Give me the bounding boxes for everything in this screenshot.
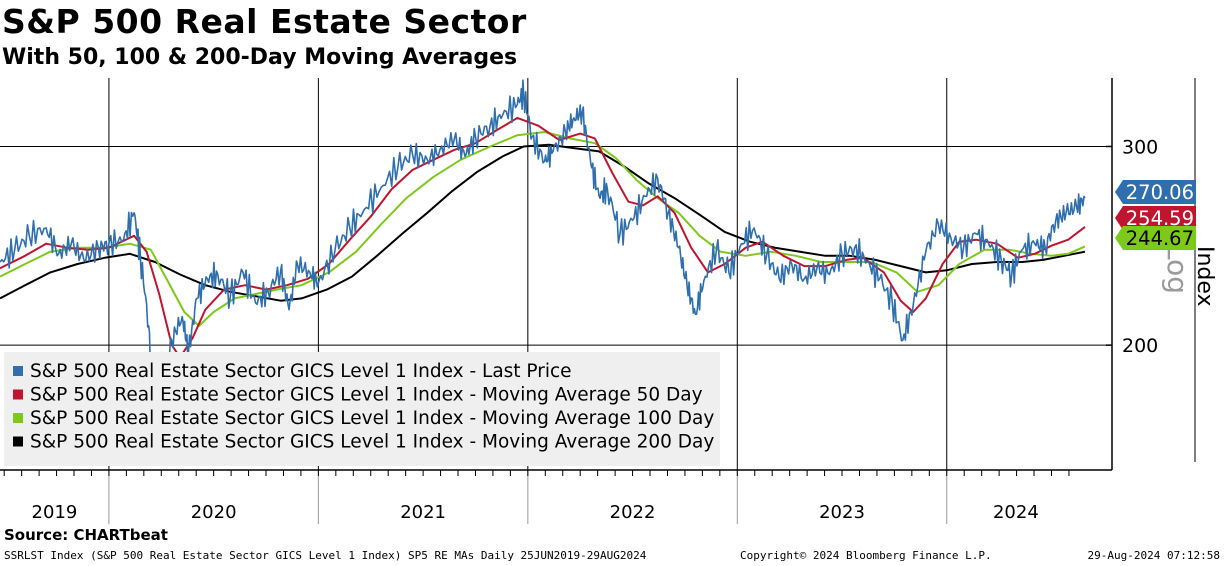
x-tick-label: 2022 xyxy=(610,502,656,523)
y-axis-label: Index xyxy=(1192,246,1217,307)
last-value-tag-last xyxy=(1115,180,1196,204)
last-value-text-ma50: 254.59 xyxy=(1126,207,1194,230)
legend: S&P 500 Real Estate Sector GICS Level 1 … xyxy=(4,352,720,466)
copyright-text: Copyright© 2024 Bloomberg Finance L.P. xyxy=(740,549,992,562)
chart-title: S&P 500 Real Estate Sector xyxy=(2,2,527,41)
legend-label-ma200: S&P 500 Real Estate Sector GICS Level 1 … xyxy=(30,432,714,453)
last-value-text-ma100: 244.67 xyxy=(1126,227,1194,250)
x-tick-label: 2019 xyxy=(32,502,78,523)
timestamp: 29-Aug-2024 07:12:58 xyxy=(1087,549,1220,562)
y-tick-label: 200 xyxy=(1122,335,1158,357)
x-tick-label: 2024 xyxy=(993,502,1039,523)
x-tick-label: 2020 xyxy=(191,502,237,523)
legend-label-ma50: S&P 500 Real Estate Sector GICS Level 1 … xyxy=(30,385,703,406)
legend-label-last: S&P 500 Real Estate Sector GICS Level 1 … xyxy=(30,361,572,382)
legend-swatch-ma200 xyxy=(13,436,23,447)
x-tick-label: 2021 xyxy=(400,502,446,523)
legend-swatch-last xyxy=(13,366,23,376)
y-tick-label: 300 xyxy=(1122,136,1158,158)
ticker-info: SSRLST Index (S&P 500 Real Estate Sector… xyxy=(4,549,647,562)
chart-subtitle: With 50, 100 & 200-Day Moving Averages xyxy=(2,45,518,70)
series-line-last xyxy=(0,79,1086,450)
source-label: Source: CHARTbeat xyxy=(4,526,168,544)
last-value-text-last: 270.06 xyxy=(1126,181,1194,204)
log-scale-label: Log xyxy=(1161,244,1194,294)
legend-box xyxy=(4,352,720,466)
series-line-ma100 xyxy=(0,131,1086,327)
series-lines xyxy=(0,79,1086,450)
last-value-tag-ma50 xyxy=(1115,206,1196,230)
last-value-tag-ma100 xyxy=(1115,226,1196,250)
legend-swatch-ma100 xyxy=(13,413,23,423)
x-tick-label: 2023 xyxy=(819,502,865,523)
legend-swatch-ma50 xyxy=(13,389,23,400)
series-line-ma200 xyxy=(0,143,1086,302)
legend-label-ma100: S&P 500 Real Estate Sector GICS Level 1 … xyxy=(30,408,714,429)
